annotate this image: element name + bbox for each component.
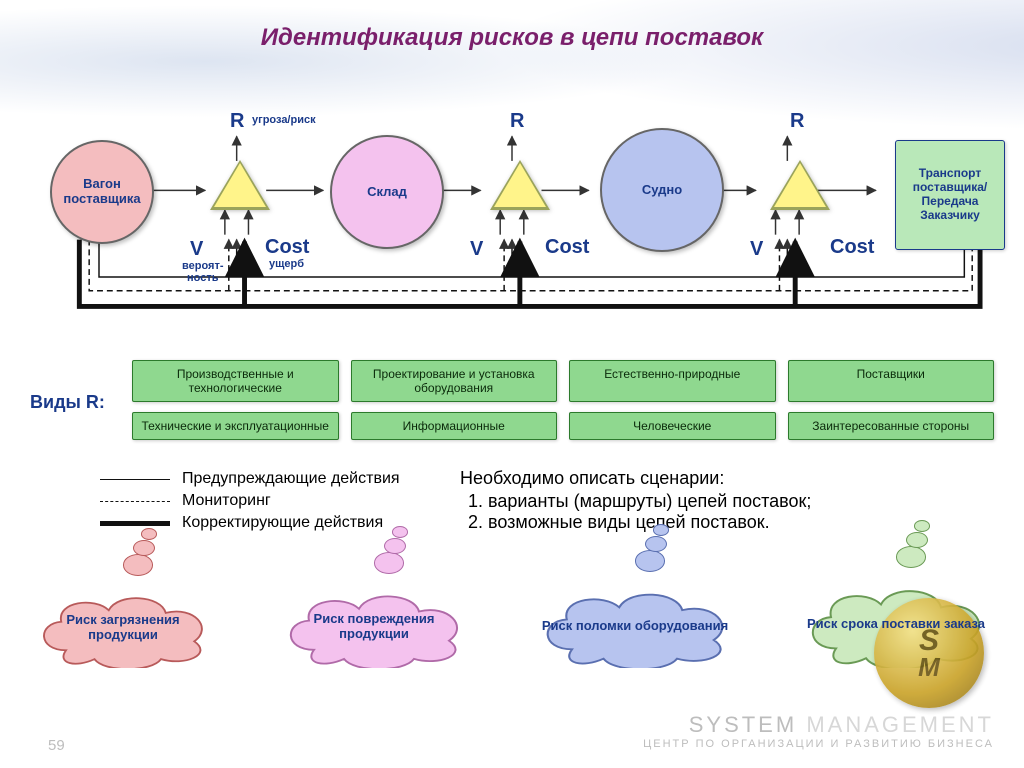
label-Cost: Cost	[265, 236, 309, 259]
flow-diagram: Вагон поставщика Склад Судно Транспорт п…	[40, 110, 984, 320]
slide-root: Идентификация рисков в цепи поставок	[0, 0, 1024, 768]
label-Cost: Cost	[830, 236, 874, 259]
label-R-sub: угроза/риск	[252, 114, 316, 126]
risk-triangle	[210, 160, 270, 210]
risk-type-box: Поставщики	[788, 360, 995, 402]
footer-logo: SYSTEM MANAGEMENT ЦЕНТР ПО ОРГАНИЗАЦИИ И…	[643, 712, 994, 750]
node-label: Транспорт поставщика/ Передача Заказчику	[900, 167, 1000, 222]
legend-label: Корректирующие действия	[182, 514, 383, 532]
risk-type-box: Человеческие	[569, 412, 776, 440]
scenarios-block: Необходимо описать сценарии: варианты (м…	[460, 468, 984, 533]
risk-type-box: Информационные	[351, 412, 558, 440]
label-R: R	[230, 110, 244, 133]
risk-type-box: Естественно-природные	[569, 360, 776, 402]
risk-type-box: Заинтересованные стороны	[788, 412, 995, 440]
brand-tagline: ЦЕНТР ПО ОРГАНИЗАЦИИ И РАЗВИТИЮ БИЗНЕСА	[643, 738, 994, 750]
risk-type-box: Производственные и технологические	[132, 360, 339, 402]
scenarios-heading: Необходимо описать сценарии:	[460, 468, 984, 489]
scenarios-list: варианты (маршруты) цепей поставок;возмо…	[488, 491, 984, 533]
logo-coin: SM	[874, 598, 984, 708]
brand1: SYSTEM	[689, 712, 797, 737]
arrows-layer	[40, 110, 984, 320]
label-Cost-sub: ущерб	[269, 258, 304, 270]
risk-type-box: Технические и эксплуатационные	[132, 412, 339, 440]
slide-title: Идентификация рисков в цепи поставок	[0, 24, 1024, 52]
node-label: Склад	[367, 185, 407, 200]
label-Cost: Cost	[545, 236, 589, 259]
label-V: V	[470, 238, 483, 261]
risk-cloud: Риск повреждения продукции	[274, 586, 474, 668]
brand2: MANAGEMENT	[806, 712, 994, 737]
scenario-item: варианты (маршруты) цепей поставок;	[488, 491, 984, 512]
page-number: 59	[48, 737, 65, 754]
label-V-sub: вероят- ность	[182, 260, 224, 284]
legend-row: Мониторинг	[100, 492, 400, 510]
scenario-item: возможные виды цепей поставок.	[488, 512, 984, 533]
legend: Предупреждающие действия Мониторинг Коррек…	[100, 470, 400, 536]
risk-types-grid: Производственные и технологические Проект…	[40, 360, 994, 450]
risk-triangle	[490, 160, 550, 210]
legend-label: Предупреждающие действия	[182, 470, 400, 488]
node-label: Судно	[642, 183, 682, 198]
legend-row: Предупреждающие действия	[100, 470, 400, 488]
risk-clouds: Риск загрязнения продукции Риск поврежде…	[28, 580, 996, 668]
label-R: R	[510, 110, 524, 133]
risk-triangle	[770, 160, 830, 210]
risk-type-box: Проектирование и установка оборудования	[351, 360, 558, 402]
label-V: V	[190, 238, 203, 261]
label-R: R	[790, 110, 804, 133]
label-V: V	[750, 238, 763, 261]
node-warehouse: Склад	[330, 135, 444, 249]
legend-label: Мониторинг	[182, 492, 271, 510]
node-wagon: Вагон поставщика	[50, 140, 154, 244]
node-ship: Судно	[600, 128, 724, 252]
risk-cloud: Риск загрязнения продукции	[28, 588, 218, 668]
node-label: Вагон поставщика	[52, 177, 152, 207]
risk-cloud: Риск поломки оборудования	[530, 584, 740, 668]
node-transport: Транспорт поставщика/ Передача Заказчику	[895, 140, 1005, 250]
